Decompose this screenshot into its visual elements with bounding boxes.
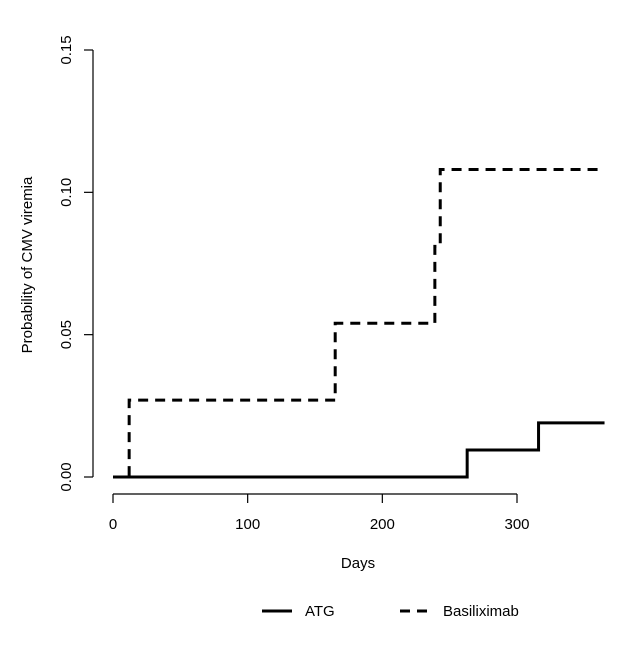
series-layer	[113, 168, 605, 479]
y-tick-label: 0.10	[58, 178, 75, 207]
x-tick-label: 200	[370, 516, 395, 533]
y-tick-label: 0.15	[58, 35, 75, 64]
x-tick-label: 100	[235, 516, 260, 533]
x-tick-label: 0	[109, 516, 117, 533]
x-tick-label: 300	[504, 516, 529, 533]
y-ticks: 0.00 0.05 0.10 0.15	[58, 35, 93, 492]
x-ticks: 0 100 200 300	[109, 494, 530, 533]
legend-atg-label: ATG	[305, 603, 335, 620]
series-atg-line	[113, 421, 605, 479]
y-axis-label: Probability of CMV viremia	[19, 176, 36, 353]
legend-basiliximab-label: Basiliximab	[443, 603, 519, 620]
series-basiliximab-line	[113, 168, 605, 479]
y-tick-label: 0.00	[58, 462, 75, 491]
y-tick-label: 0.05	[58, 320, 75, 349]
legend: ATG Basiliximab	[262, 603, 519, 620]
x-axis-label: Days	[341, 555, 375, 572]
